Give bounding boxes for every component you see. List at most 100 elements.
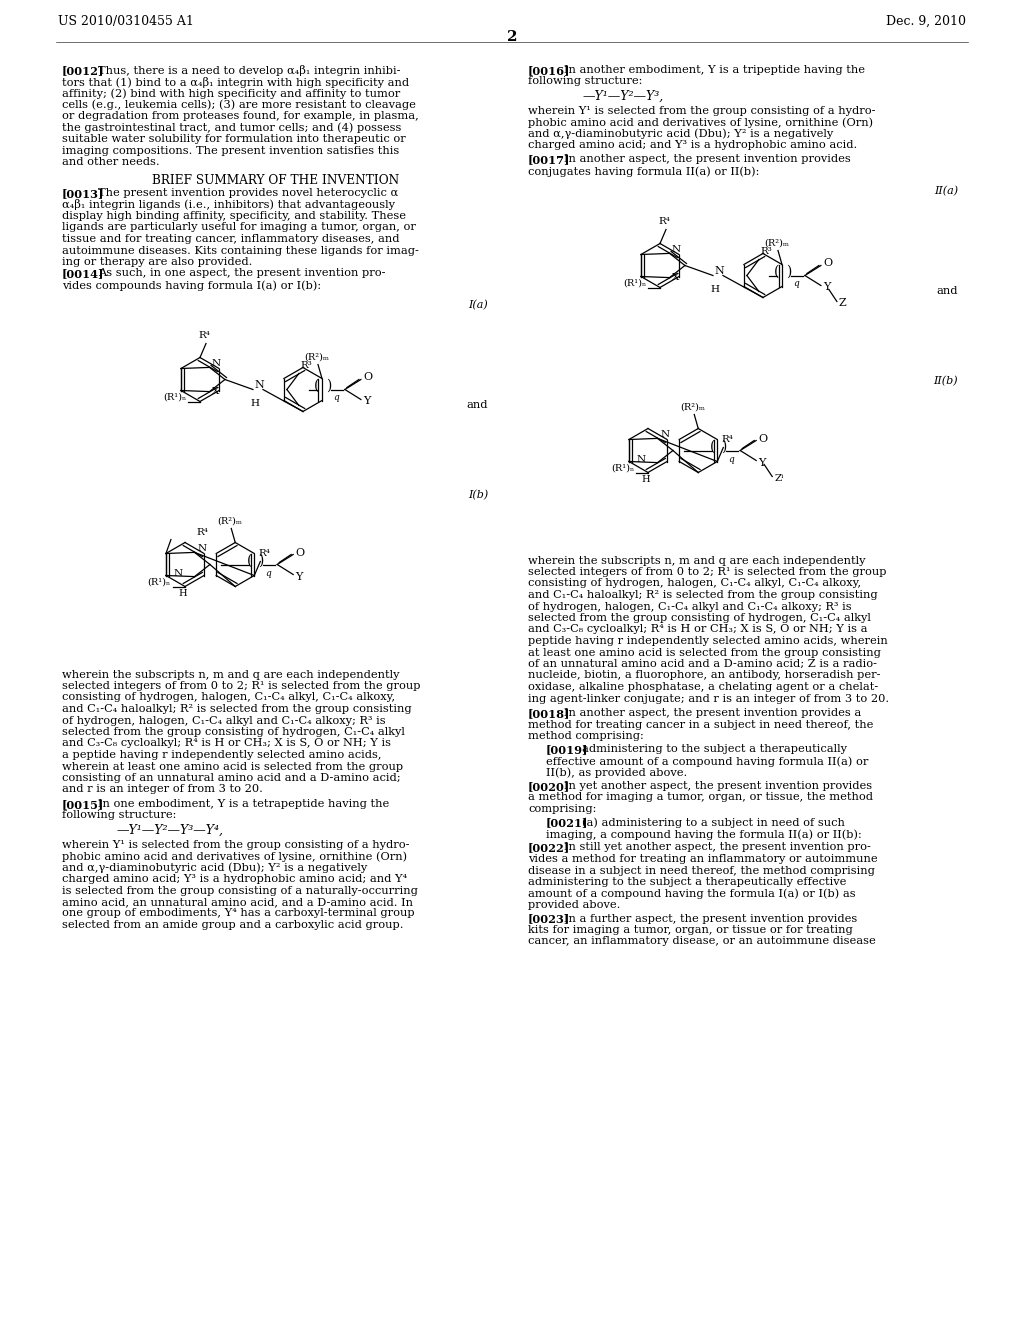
Text: (: ( [710,440,715,454]
Text: following structure:: following structure: [62,810,176,821]
Text: administering to the subject a therapeutically effective: administering to the subject a therapeut… [528,876,847,887]
Text: II(b), as provided above.: II(b), as provided above. [546,767,687,777]
Text: amount of a compound having the formula I(a) or I(b) as: amount of a compound having the formula … [528,888,856,899]
Text: (: ( [314,379,319,392]
Text: and α,γ-diaminobutyric acid (Dbu); Y² is a negatively: and α,γ-diaminobutyric acid (Dbu); Y² is… [528,128,834,139]
Text: ligands are particularly useful for imaging a tumor, organ, or: ligands are particularly useful for imag… [62,223,416,232]
Text: X: X [672,273,679,282]
Text: US 2010/0310455 A1: US 2010/0310455 A1 [58,15,194,28]
Text: wherein the subscripts n, m and q are each independently: wherein the subscripts n, m and q are ea… [528,556,865,565]
Text: disease in a subject in need thereof, the method comprising: disease in a subject in need thereof, th… [528,866,874,875]
Text: cancer, an inflammatory disease, or an autoimmune disease: cancer, an inflammatory disease, or an a… [528,936,876,946]
Text: charged amino acid; and Y³ is a hydrophobic amino acid.: charged amino acid; and Y³ is a hydropho… [528,140,857,150]
Text: and r is an integer of from 3 to 20.: and r is an integer of from 3 to 20. [62,784,263,795]
Text: (R²)ₘ: (R²)ₘ [681,403,706,412]
Text: of hydrogen, halogen, C₁-C₄ alkyl and C₁-C₄ alkoxy; R³ is: of hydrogen, halogen, C₁-C₄ alkyl and C₁… [62,715,386,726]
Text: tors that (1) bind to a α₄β₁ integrin with high specificity and: tors that (1) bind to a α₄β₁ integrin wi… [62,77,410,87]
Text: consisting of hydrogen, halogen, C₁-C₄ alkyl, C₁-C₄ alkoxy,: consisting of hydrogen, halogen, C₁-C₄ a… [528,578,861,589]
Text: O: O [362,372,372,383]
Text: [0018]: [0018] [528,708,570,719]
Text: R⁴: R⁴ [658,218,670,227]
Text: consisting of an unnatural amino acid and a D-amino acid;: consisting of an unnatural amino acid an… [62,774,400,783]
Text: N: N [212,359,221,368]
Text: [0020]: [0020] [528,781,570,792]
Text: (R¹)ₙ: (R¹)ₙ [147,578,171,587]
Text: ): ) [327,379,332,392]
Text: (R²)ₘ: (R²)ₘ [765,239,790,248]
Text: (a) administering to a subject in need of such: (a) administering to a subject in need o… [582,817,845,828]
Text: phobic amino acid and derivatives of lysine, ornithine (Orn): phobic amino acid and derivatives of lys… [62,851,408,862]
Text: In another embodiment, Y is a tripeptide having the: In another embodiment, Y is a tripeptide… [564,65,865,75]
Text: ): ) [258,553,264,568]
Text: In one embodiment, Y is a tetrapeptide having the: In one embodiment, Y is a tetrapeptide h… [98,799,389,809]
Text: peptide having r independently selected amino acids, wherein: peptide having r independently selected … [528,636,888,645]
Text: the gastrointestinal tract, and tumor cells; and (4) possess: the gastrointestinal tract, and tumor ce… [62,123,401,133]
Text: (: ( [247,553,252,568]
Text: [0015]: [0015] [62,799,104,810]
Text: Z: Z [839,298,847,309]
Text: [0012]: [0012] [62,65,104,77]
Text: (R¹)ₙ: (R¹)ₙ [610,465,634,473]
Text: H: H [251,399,259,408]
Text: N: N [255,380,264,389]
Text: In another aspect, the present invention provides a: In another aspect, the present invention… [564,708,861,718]
Text: Y: Y [362,396,371,407]
Text: ing or therapy are also provided.: ing or therapy are also provided. [62,257,252,267]
Text: Y: Y [295,572,302,582]
Text: wherein at least one amino acid is selected from the group: wherein at least one amino acid is selec… [62,762,403,771]
Text: kits for imaging a tumor, organ, or tissue or for treating: kits for imaging a tumor, organ, or tiss… [528,925,853,935]
Text: —Y¹—Y²—Y³—Y⁴,: —Y¹—Y²—Y³—Y⁴, [117,824,224,837]
Text: The present invention provides novel heterocyclic α: The present invention provides novel het… [98,187,398,198]
Text: N: N [173,569,182,578]
Text: comprising:: comprising: [528,804,596,814]
Text: (R²)ₘ: (R²)ₘ [304,352,330,362]
Text: and C₃-C₈ cycloalkyl; R⁴ is H or CH₃; X is S, O or NH; Y is a: and C₃-C₈ cycloalkyl; R⁴ is H or CH₃; X … [528,624,867,635]
Text: [0023]: [0023] [528,913,570,924]
Text: Y: Y [758,458,766,467]
Text: administering to the subject a therapeutically: administering to the subject a therapeut… [582,744,847,755]
Text: oxidase, alkaline phosphatase, a chelating agent or a chelat-: oxidase, alkaline phosphatase, a chelati… [528,682,879,692]
Text: selected integers of from 0 to 2; R¹ is selected from the group: selected integers of from 0 to 2; R¹ is … [62,681,421,690]
Text: 2: 2 [507,30,517,44]
Text: N: N [198,544,207,553]
Text: cells (e.g., leukemia cells); (3) are more resistant to cleavage: cells (e.g., leukemia cells); (3) are mo… [62,99,416,110]
Text: Dec. 9, 2010: Dec. 9, 2010 [886,15,966,28]
Text: at least one amino acid is selected from the group consisting: at least one amino acid is selected from… [528,648,881,657]
Text: imaging compositions. The present invention satisfies this: imaging compositions. The present invent… [62,145,399,156]
Text: vides a method for treating an inflammatory or autoimmune: vides a method for treating an inflammat… [528,854,878,865]
Text: O: O [758,433,767,444]
Text: Thus, there is a need to develop α₄β₁ integrin inhibi-: Thus, there is a need to develop α₄β₁ in… [98,65,400,77]
Text: I(a): I(a) [468,300,488,310]
Text: effective amount of a compound having formula II(a) or: effective amount of a compound having fo… [546,756,868,767]
Text: a peptide having r independently selected amino acids,: a peptide having r independently selecte… [62,750,382,760]
Text: ing agent-linker conjugate; and r is an integer of from 3 to 20.: ing agent-linker conjugate; and r is an … [528,693,889,704]
Text: (R²)ₘ: (R²)ₘ [218,516,243,525]
Text: method for treating cancer in a subject in need thereof, the: method for treating cancer in a subject … [528,719,873,730]
Text: and: and [937,285,958,296]
Text: and C₁-C₄ haloalkyl; R² is selected from the group consisting: and C₁-C₄ haloalkyl; R² is selected from… [62,704,412,714]
Text: R⁴: R⁴ [258,549,270,558]
Text: R³: R³ [761,247,773,256]
Text: of an unnatural amino acid and a D-amino acid; Z is a radio-: of an unnatural amino acid and a D-amino… [528,659,877,669]
Text: autoimmune diseases. Kits containing these ligands for imag-: autoimmune diseases. Kits containing the… [62,246,419,256]
Text: In still yet another aspect, the present invention pro-: In still yet another aspect, the present… [564,842,870,853]
Text: N: N [660,430,670,438]
Text: [0014]: [0014] [62,268,104,280]
Text: (R¹)ₙ: (R¹)ₙ [623,279,646,288]
Text: following structure:: following structure: [528,77,642,87]
Text: As such, in one aspect, the present invention pro-: As such, in one aspect, the present inve… [98,268,385,279]
Text: and: and [467,400,488,409]
Text: In yet another aspect, the present invention provides: In yet another aspect, the present inven… [564,781,872,791]
Text: N: N [715,265,725,276]
Text: H: H [711,285,720,293]
Text: R⁴: R⁴ [721,436,733,445]
Text: O: O [295,548,304,557]
Text: suitable water solubility for formulation into therapeutic or: suitable water solubility for formulatio… [62,135,406,144]
Text: Zⁱ: Zⁱ [774,474,783,483]
Text: ): ) [722,440,727,454]
Text: provided above.: provided above. [528,900,621,909]
Text: q: q [793,280,799,289]
Text: wherein the subscripts n, m and q are each independently: wherein the subscripts n, m and q are ea… [62,669,399,680]
Text: and C₁-C₄ haloalkyl; R² is selected from the group consisting: and C₁-C₄ haloalkyl; R² is selected from… [528,590,878,601]
Text: N: N [637,455,645,465]
